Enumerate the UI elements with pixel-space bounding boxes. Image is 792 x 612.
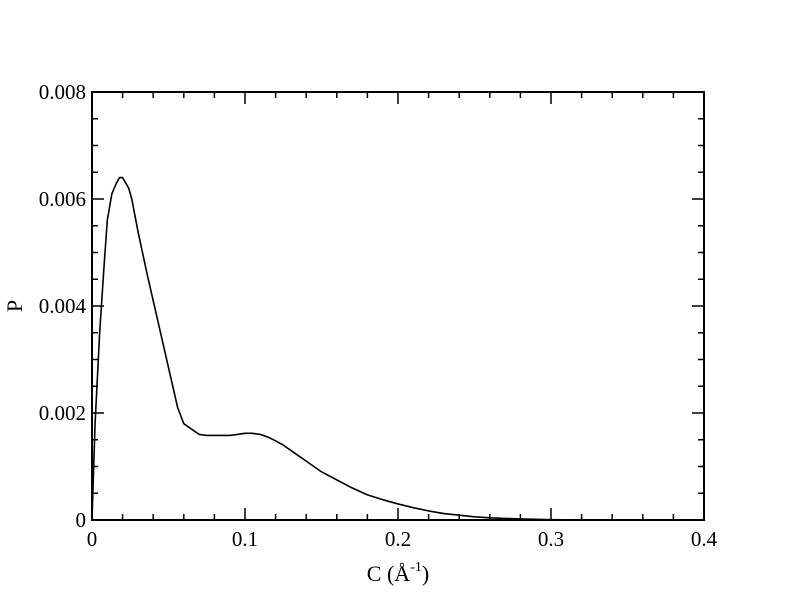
x-tick-label: 0.1 (232, 527, 258, 551)
x-tick-label: 0 (87, 527, 98, 551)
y-tick-labels: 0 0.002 0.004 0.006 0.008 (39, 80, 87, 532)
y-tick-label: 0.002 (39, 401, 86, 425)
y-tick-label: 0 (76, 508, 87, 532)
y-tick-label: 0.006 (39, 187, 86, 211)
x-tick-label: 0.4 (691, 527, 718, 551)
x-tick-labels: 0 0.1 0.2 0.3 0.4 (87, 527, 718, 551)
y-tick-label: 0.008 (39, 80, 86, 104)
x-axis-label-main: C (Å (367, 561, 411, 586)
x-axis-label-superscript: -1 (410, 560, 422, 575)
plot-frame (91, 91, 705, 521)
x-axis-label-close: ) (422, 561, 429, 586)
y-axis-label: P (2, 300, 27, 312)
x-tick-label: 0.2 (385, 527, 411, 551)
y-tick-label: 0.004 (39, 294, 87, 318)
series-line (91, 176, 704, 521)
tick-marks (91, 91, 705, 521)
x-axis-label: C (Å-1) (367, 560, 429, 586)
x-tick-label: 0.3 (538, 527, 564, 551)
